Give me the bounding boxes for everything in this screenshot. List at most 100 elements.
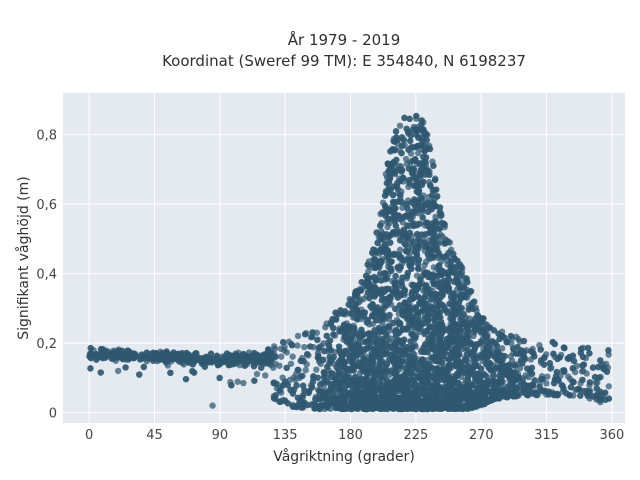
data-point [581,388,588,395]
data-point [381,192,389,199]
data-point [367,303,374,310]
data-point [396,178,404,185]
data-point [87,344,94,352]
data-point [321,347,328,355]
data-point [406,369,413,376]
data-point [528,370,536,378]
data-point [433,193,441,200]
data-point [370,366,378,373]
data-point [390,319,397,327]
data-point [276,387,283,394]
data-point [385,179,393,186]
data-point [422,219,430,226]
chart-title-line-2: Koordinat (Sweref 99 TM): E 354840, N 61… [162,52,526,70]
data-point [542,388,550,395]
data-point [352,301,360,308]
data-point [271,395,278,402]
data-point [605,347,612,354]
data-point [287,386,294,394]
data-point [400,136,408,144]
data-point [102,354,109,361]
data-point [436,225,443,232]
data-point [234,378,241,385]
data-point [305,387,313,395]
data-point [511,369,519,376]
data-point [388,267,395,274]
data-point [385,184,393,192]
data-point [320,356,327,364]
data-point [421,261,428,269]
data-point [506,373,514,381]
data-point [354,351,361,358]
data-point [603,368,611,375]
data-point [550,350,557,357]
data-point [477,320,484,327]
data-point [396,246,404,254]
data-point [398,279,405,286]
data-point [551,340,558,348]
data-point [136,371,143,378]
data-point [314,336,321,344]
data-point [330,353,337,361]
data-point [417,375,425,383]
data-point [586,350,593,357]
data-point [490,386,497,394]
data-point [399,274,406,281]
data-point [253,370,261,378]
data-point [446,300,453,308]
data-point [408,265,415,272]
data-point [340,399,348,406]
data-point [445,285,453,293]
data-point [450,305,458,313]
data-point [374,239,381,247]
data-point [407,338,414,345]
data-point [381,296,389,303]
data-point [592,379,600,386]
data-point [385,233,393,240]
data-point [189,367,196,375]
data-point [326,359,333,367]
data-point [407,132,415,139]
data-point [429,253,436,260]
data-point [323,332,330,340]
data-point [436,238,444,245]
data-point [354,316,361,323]
data-point [283,364,290,372]
data-point [313,366,320,373]
data-point [511,361,518,369]
data-point [221,353,228,361]
data-point [495,357,502,364]
data-point [276,362,283,369]
data-point [373,317,380,324]
data-point [418,206,426,213]
data-point [457,326,464,334]
data-point [386,239,394,246]
data-point [441,221,448,228]
data-point [207,350,215,357]
data-point [353,309,360,316]
data-point [455,341,462,349]
data-point [277,345,285,352]
data-point [385,371,393,379]
data-point [392,222,400,229]
data-point [361,309,369,316]
data-point [140,363,148,371]
data-point [87,365,94,372]
data-point [406,115,413,123]
data-point [399,230,407,238]
data-point [432,213,439,221]
data-point [240,379,247,387]
data-point [490,367,497,375]
data-point [289,403,297,410]
data-point [486,360,494,367]
data-point [515,336,522,343]
data-point [427,182,434,189]
data-point [391,138,398,145]
data-point [395,359,403,367]
data-point [378,374,385,381]
data-point [328,370,336,377]
data-point [216,360,224,368]
data-point [430,162,437,169]
data-point [536,384,543,391]
